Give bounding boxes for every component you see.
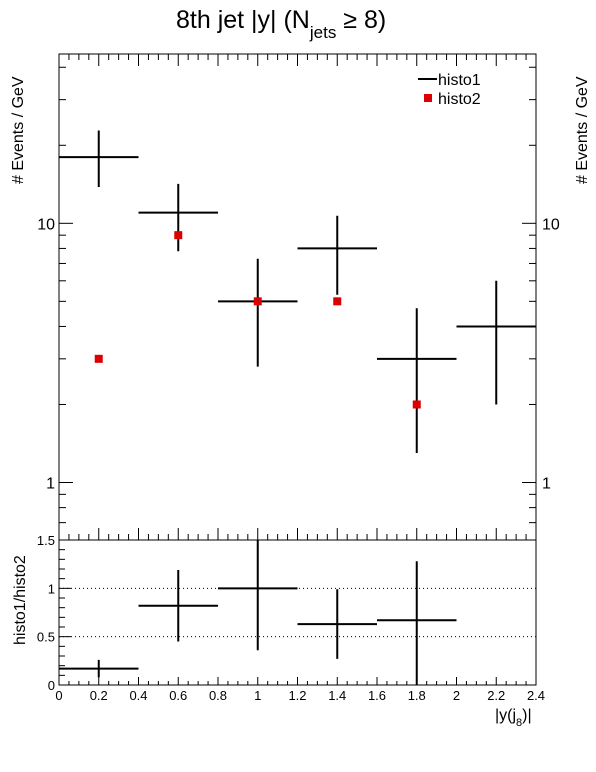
chart-title-main: 8th jet |y| (N <box>176 6 310 34</box>
main-y-axis-label-left: # Events / GeV <box>10 76 27 184</box>
x-tick-label: 2.2 <box>487 688 505 703</box>
ratio-plot-axes: 0 0.2 0.4 0.6 0.8 1 1.2 1.4 1.6 1.8 2 2.2 2.4 0 0.5 1 1.… <box>37 533 545 703</box>
x-axis-label: |y(j8)| <box>495 707 532 729</box>
main-y-tick-label-right: 1 <box>542 475 551 492</box>
x-tick-label: 0.6 <box>169 688 187 703</box>
legend-histo2-swatch <box>424 94 432 102</box>
histo2-point <box>174 231 183 240</box>
histo2-point <box>94 354 103 363</box>
main-plot-frame <box>58 53 537 541</box>
main-y-axis-label-right: # Events / GeV <box>574 76 591 184</box>
ratio-plot-frame <box>58 539 537 686</box>
histo2-point <box>253 297 262 306</box>
x-axis-label-subscript: 8 <box>516 717 522 729</box>
main-y-tick-label-left: 10 <box>37 216 55 233</box>
x-tick-label: 1.4 <box>328 688 346 703</box>
main-plot-axes: 1 1 10 10 <box>37 54 560 541</box>
histo2-point <box>412 400 421 409</box>
legend: histo1 histo2 <box>418 72 481 108</box>
x-tick-label: 0 <box>55 688 62 703</box>
x-axis-label-end: )| <box>522 707 531 724</box>
x-tick-label: 1.8 <box>408 688 426 703</box>
ratio-y-axis-label: histo1/histo2 <box>12 555 29 645</box>
main-y-tick-label-right: 10 <box>542 216 560 233</box>
x-tick-label: 1.2 <box>288 688 306 703</box>
main-y-tick-label-left: 1 <box>46 475 55 492</box>
chart-title-rest: ≥ 8) <box>336 6 386 34</box>
x-tick-label: 2.4 <box>527 688 545 703</box>
legend-histo1-label: histo1 <box>438 72 481 89</box>
x-tick-label: 1 <box>254 688 261 703</box>
ratio-y-tick-label: 0 <box>48 678 55 693</box>
ratio-y-tick-label: 1 <box>48 581 55 596</box>
ratio-plot-data <box>59 540 457 685</box>
x-tick-label: 0.2 <box>90 688 108 703</box>
x-axis-label-main: |y(j <box>495 707 516 724</box>
legend-histo2-label: histo2 <box>438 91 481 108</box>
x-tick-label: 1.6 <box>368 688 386 703</box>
chart-title-subscript: jets <box>309 23 336 42</box>
ratio-y-tick-label: 1.5 <box>37 533 55 548</box>
histo2-point <box>333 297 342 306</box>
x-tick-label: 0.8 <box>209 688 227 703</box>
chart-title: 8th jet |y| (Njets ≥ 8) <box>176 6 386 42</box>
main-plot-data <box>59 130 536 453</box>
ratio-y-tick-label: 0.5 <box>37 630 55 645</box>
x-tick-label: 0.4 <box>129 688 147 703</box>
x-tick-label: 2 <box>453 688 460 703</box>
